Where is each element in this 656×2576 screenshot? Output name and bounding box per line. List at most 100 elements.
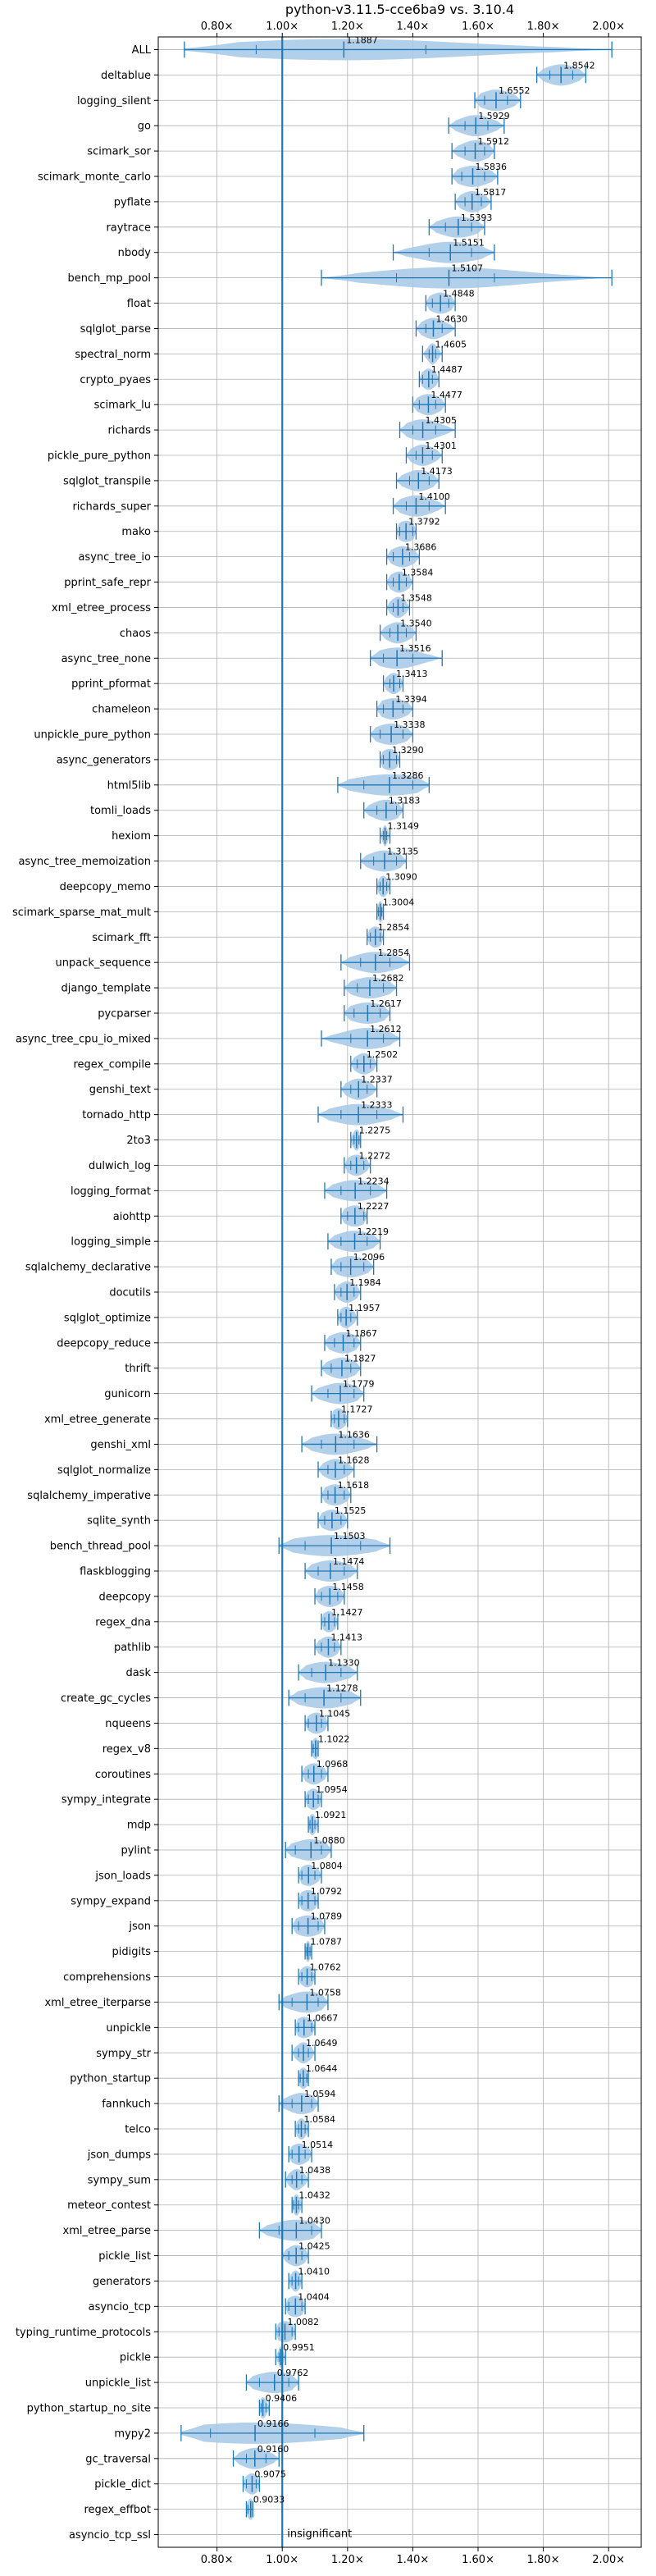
value-label: 1.1330 bbox=[328, 1658, 360, 1669]
value-label: 1.1022 bbox=[318, 1733, 350, 1744]
category-label: coroutines bbox=[95, 1769, 151, 1781]
value-label: 1.3135 bbox=[387, 847, 419, 857]
category-label: spectral_norm bbox=[75, 349, 151, 361]
category-label: gc_traversal bbox=[85, 2453, 151, 2465]
category-label: pickle bbox=[120, 2352, 151, 2364]
category-label: mako bbox=[121, 526, 151, 538]
value-label: 1.2337 bbox=[361, 1075, 393, 1085]
category-label: raytrace bbox=[106, 222, 151, 234]
x-tick-label-bottom: 1.00× bbox=[266, 2554, 298, 2566]
value-label: 1.6552 bbox=[499, 85, 531, 96]
value-label: 1.5817 bbox=[475, 187, 507, 198]
value-label: 0.9406 bbox=[266, 2393, 298, 2404]
category-label: sqlglot_parse bbox=[80, 323, 151, 336]
value-label: 1.5912 bbox=[478, 136, 510, 147]
category-label: sqlalchemy_imperative bbox=[27, 1490, 151, 1502]
value-label: 1.0649 bbox=[306, 2038, 338, 2048]
violin-layer bbox=[180, 39, 613, 2520]
category-label: aiohttp bbox=[113, 1211, 151, 1223]
value-label: 1.4477 bbox=[430, 390, 462, 400]
value-label: 1.3290 bbox=[392, 745, 424, 756]
category-label: genshi_xml bbox=[90, 1439, 151, 1451]
value-label: 1.0410 bbox=[298, 2266, 330, 2277]
category-label: hexiom bbox=[112, 830, 151, 843]
category-label: dask bbox=[125, 1667, 151, 1679]
value-label: 1.1413 bbox=[330, 1633, 362, 1643]
value-label: 1.0880 bbox=[313, 1835, 345, 1846]
category-label: docutils bbox=[109, 1287, 151, 1299]
value-label: 1.1957 bbox=[348, 1303, 380, 1313]
category-label: dulwich_log bbox=[89, 1160, 151, 1172]
category-label: pickle_list bbox=[98, 2250, 151, 2263]
value-label: 1.1779 bbox=[343, 1379, 375, 1390]
value-label: 1.0804 bbox=[311, 1861, 343, 1871]
category-label: deepcopy bbox=[98, 1591, 151, 1603]
category-label: scimark_monte_carlo bbox=[38, 171, 151, 184]
value-label: 1.0787 bbox=[311, 1937, 343, 1948]
x-tick-label-top: 1.20× bbox=[331, 21, 364, 33]
value-label: 1.1636 bbox=[338, 1429, 370, 1440]
value-label: 1.1278 bbox=[326, 1683, 358, 1694]
value-label: 1.3183 bbox=[389, 796, 421, 806]
value-label: 1.1525 bbox=[335, 1505, 367, 1516]
value-label: 1.1503 bbox=[334, 1531, 366, 1541]
value-label: 1.0762 bbox=[310, 1962, 342, 1973]
value-label: 1.0404 bbox=[298, 2291, 330, 2302]
category-label: async_tree_none bbox=[61, 653, 151, 665]
value-label: 1.3090 bbox=[385, 871, 417, 882]
value-label: 1.2219 bbox=[358, 1226, 390, 1237]
value-label: 1.3516 bbox=[399, 643, 430, 654]
category-label: python_startup bbox=[70, 2073, 151, 2085]
category-label: regex_dna bbox=[95, 1616, 151, 1628]
category-label: deepcopy_reduce bbox=[57, 1337, 151, 1350]
x-tick-label-top: 1.40× bbox=[396, 21, 429, 33]
category-label: pycparser bbox=[98, 1008, 151, 1021]
value-label: 0.9762 bbox=[277, 2368, 309, 2378]
value-label: 1.2333 bbox=[361, 1100, 393, 1111]
category-label: async_tree_cpu_io_mixed bbox=[16, 1033, 151, 1045]
category-label: html5lib bbox=[107, 779, 151, 792]
category-label: async_generators bbox=[57, 754, 152, 766]
value-label: 1.0792 bbox=[311, 1886, 343, 1897]
category-label: pickle_pure_python bbox=[48, 450, 151, 463]
category-label: logging_silent bbox=[77, 95, 151, 107]
value-label: 1.2682 bbox=[372, 973, 404, 984]
x-tick-label-bottom: 2.00× bbox=[592, 2554, 625, 2566]
category-label: unpickle_list bbox=[85, 2377, 151, 2390]
value-label: 0.9951 bbox=[283, 2342, 315, 2353]
value-label: 0.9033 bbox=[253, 2495, 285, 2505]
value-label: 1.2275 bbox=[359, 1126, 391, 1136]
value-label: 1.0438 bbox=[299, 2165, 331, 2176]
value-label: 1.3413 bbox=[396, 669, 427, 679]
value-label: 1.3149 bbox=[388, 821, 420, 832]
value-label: 1.3004 bbox=[383, 897, 415, 907]
category-label: django_template bbox=[61, 983, 151, 995]
value-label: 1.3338 bbox=[394, 719, 426, 730]
whisker-layer bbox=[180, 41, 613, 2518]
category-label: scimark_fft bbox=[92, 932, 151, 944]
grid-layer bbox=[154, 33, 641, 2551]
category-label: async_tree_io bbox=[78, 551, 151, 564]
category-label: pidigits bbox=[112, 1946, 152, 1958]
category-label: sqlalchemy_declarative bbox=[25, 1262, 151, 1274]
value-label: 1.3540 bbox=[400, 618, 432, 628]
x-tick-label-top: 1.00× bbox=[266, 21, 298, 33]
value-label: 1.2272 bbox=[359, 1150, 391, 1161]
value-label: 1.3584 bbox=[402, 568, 434, 578]
category-label: regex_v8 bbox=[102, 1743, 151, 1756]
category-label: logging_simple bbox=[71, 1236, 151, 1249]
category-label: async_tree_memoization bbox=[18, 856, 151, 868]
value-label: 0.9166 bbox=[257, 2418, 289, 2429]
value-label: 1.1867 bbox=[346, 1328, 378, 1339]
category-label: fannkuch bbox=[102, 2099, 151, 2111]
category-label: chaos bbox=[120, 628, 151, 640]
value-label: 1.0430 bbox=[298, 2216, 330, 2227]
category-label: sympy_sum bbox=[88, 2174, 151, 2186]
category-label: bench_mp_pool bbox=[67, 272, 151, 285]
value-label: 1.1887 bbox=[346, 34, 378, 45]
x-tick-label-top: 1.60× bbox=[462, 21, 494, 33]
value-label: 1.0789 bbox=[311, 1911, 343, 1922]
value-label: 1.5107 bbox=[451, 263, 483, 274]
category-label: mypy2 bbox=[114, 2428, 151, 2440]
value-label: 1.1045 bbox=[319, 1708, 351, 1719]
